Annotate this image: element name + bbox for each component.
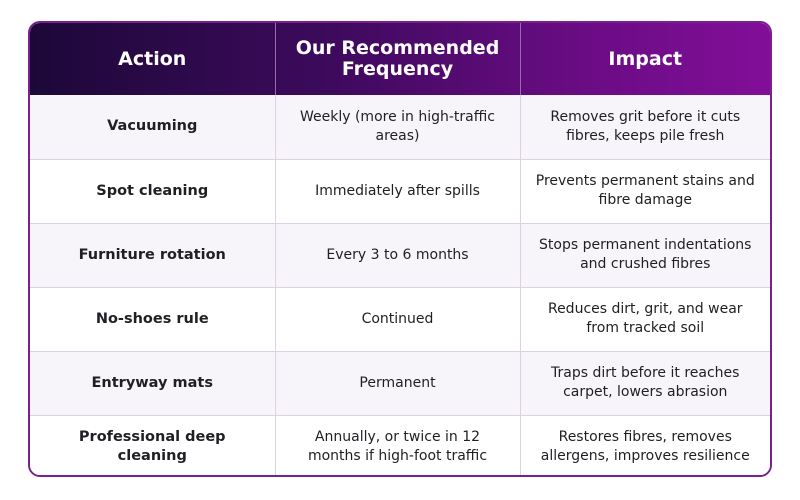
cell-frequency: Annually, or twice in 12 months if high-… — [274, 414, 520, 475]
cell-frequency: Continued — [274, 286, 520, 351]
header-frequency: Our Recommended Frequency — [274, 23, 520, 95]
header-action: Action — [118, 47, 187, 70]
cell-frequency: Weekly (more in high-traffic areas) — [274, 95, 520, 159]
cell-impact: Traps dirt before it reaches carpet, low… — [519, 350, 770, 415]
table-row: Furniture rotation Every 3 to 6 months S… — [30, 222, 770, 287]
cell-action: Entryway mats — [30, 350, 275, 415]
table-row: Professional deep cleaning Annually, or … — [30, 414, 770, 475]
cell-impact: Reduces dirt, grit, and wear from tracke… — [519, 286, 770, 351]
table-row: No-shoes rule Continued Reduces dirt, gr… — [30, 286, 770, 351]
cell-action: Spot cleaning — [30, 158, 275, 223]
table-row: Vacuuming Weekly (more in high-traffic a… — [30, 95, 770, 159]
cell-action: Vacuuming — [107, 118, 198, 135]
cell-frequency: Every 3 to 6 months — [274, 222, 520, 287]
header-row: Action Our Recommended Frequency Impact — [30, 23, 770, 95]
cell-frequency: Permanent — [274, 350, 520, 415]
table-row: Spot cleaning Immediately after spills P… — [30, 158, 770, 223]
cell-impact: Prevents permanent stains and fibre dama… — [519, 158, 770, 223]
table-header: Action Our Recommended Frequency Impact — [30, 23, 770, 95]
cell-action: Professional deep cleaning — [30, 414, 275, 475]
table-row: Entryway mats Permanent Traps dirt befor… — [30, 350, 770, 415]
table-body: Vacuuming Weekly (more in high-traffic a… — [30, 95, 770, 475]
cell-action: Furniture rotation — [30, 222, 275, 287]
cell-frequency: Immediately after spills — [274, 158, 520, 223]
cell-action: No-shoes rule — [30, 286, 275, 351]
cell-impact: Removes grit before it cuts fibres, keep… — [519, 95, 770, 159]
header-impact: Impact — [519, 23, 770, 95]
care-schedule-table: Action Our Recommended Frequency Impact … — [28, 21, 772, 477]
cell-impact: Restores fibres, removes allergens, impr… — [519, 414, 770, 475]
table: Action Our Recommended Frequency Impact … — [30, 23, 770, 475]
cell-impact: Stops permanent indentations and crushed… — [519, 222, 770, 287]
